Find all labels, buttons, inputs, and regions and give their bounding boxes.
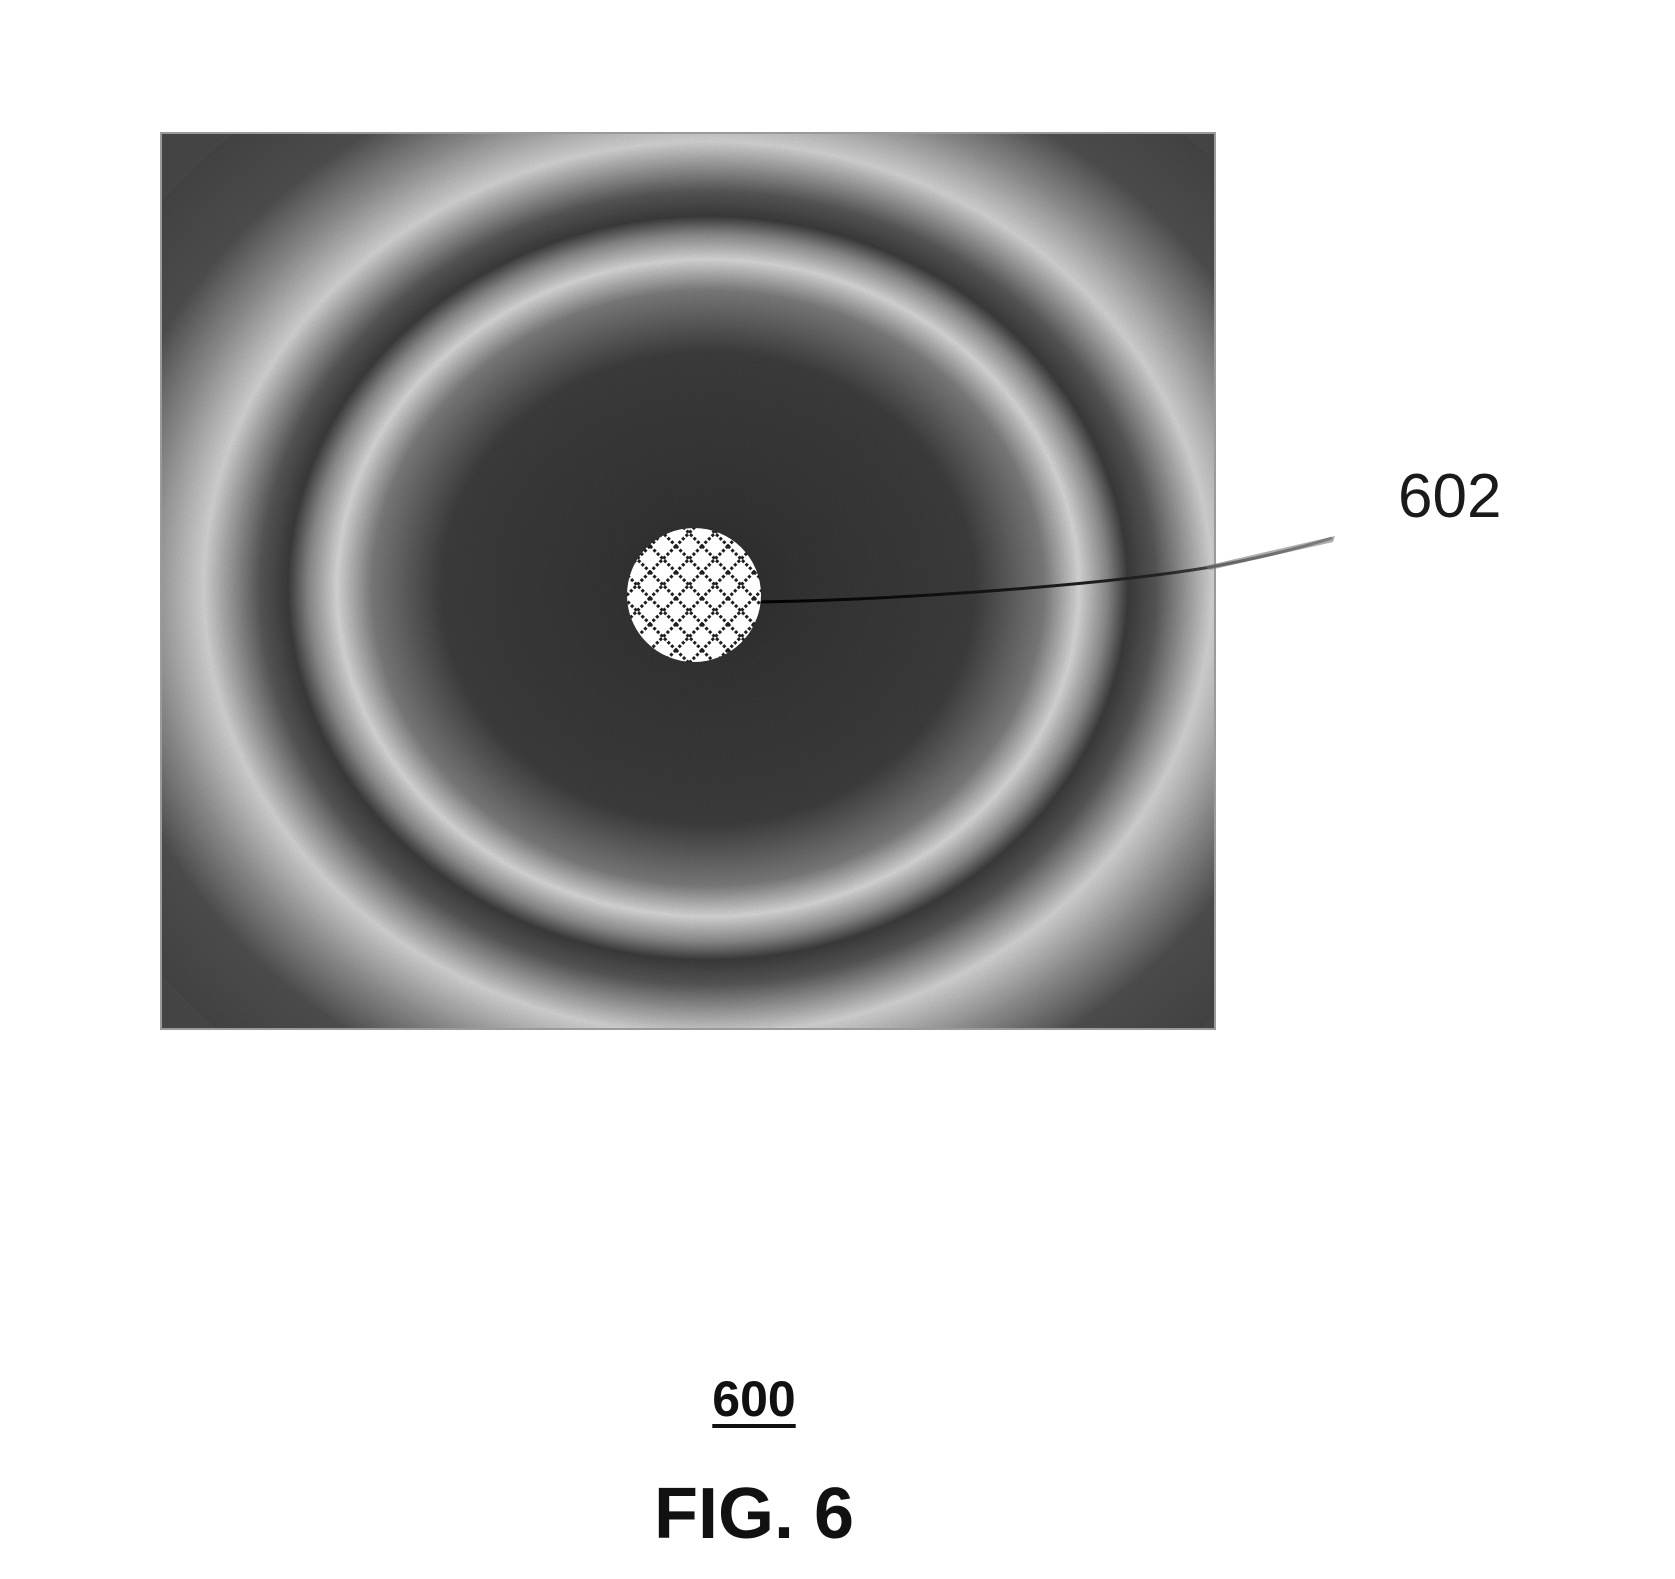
leader-line-tail <box>1205 536 1335 570</box>
center-spot <box>627 528 761 662</box>
panel-border <box>160 132 1216 1030</box>
figure-caption: FIG. 6 <box>653 1474 855 1554</box>
reference-label-602: 602 <box>1398 462 1502 531</box>
figure-number: 600 <box>0 1374 1508 1424</box>
figure-number-text: 600 <box>712 1371 796 1427</box>
